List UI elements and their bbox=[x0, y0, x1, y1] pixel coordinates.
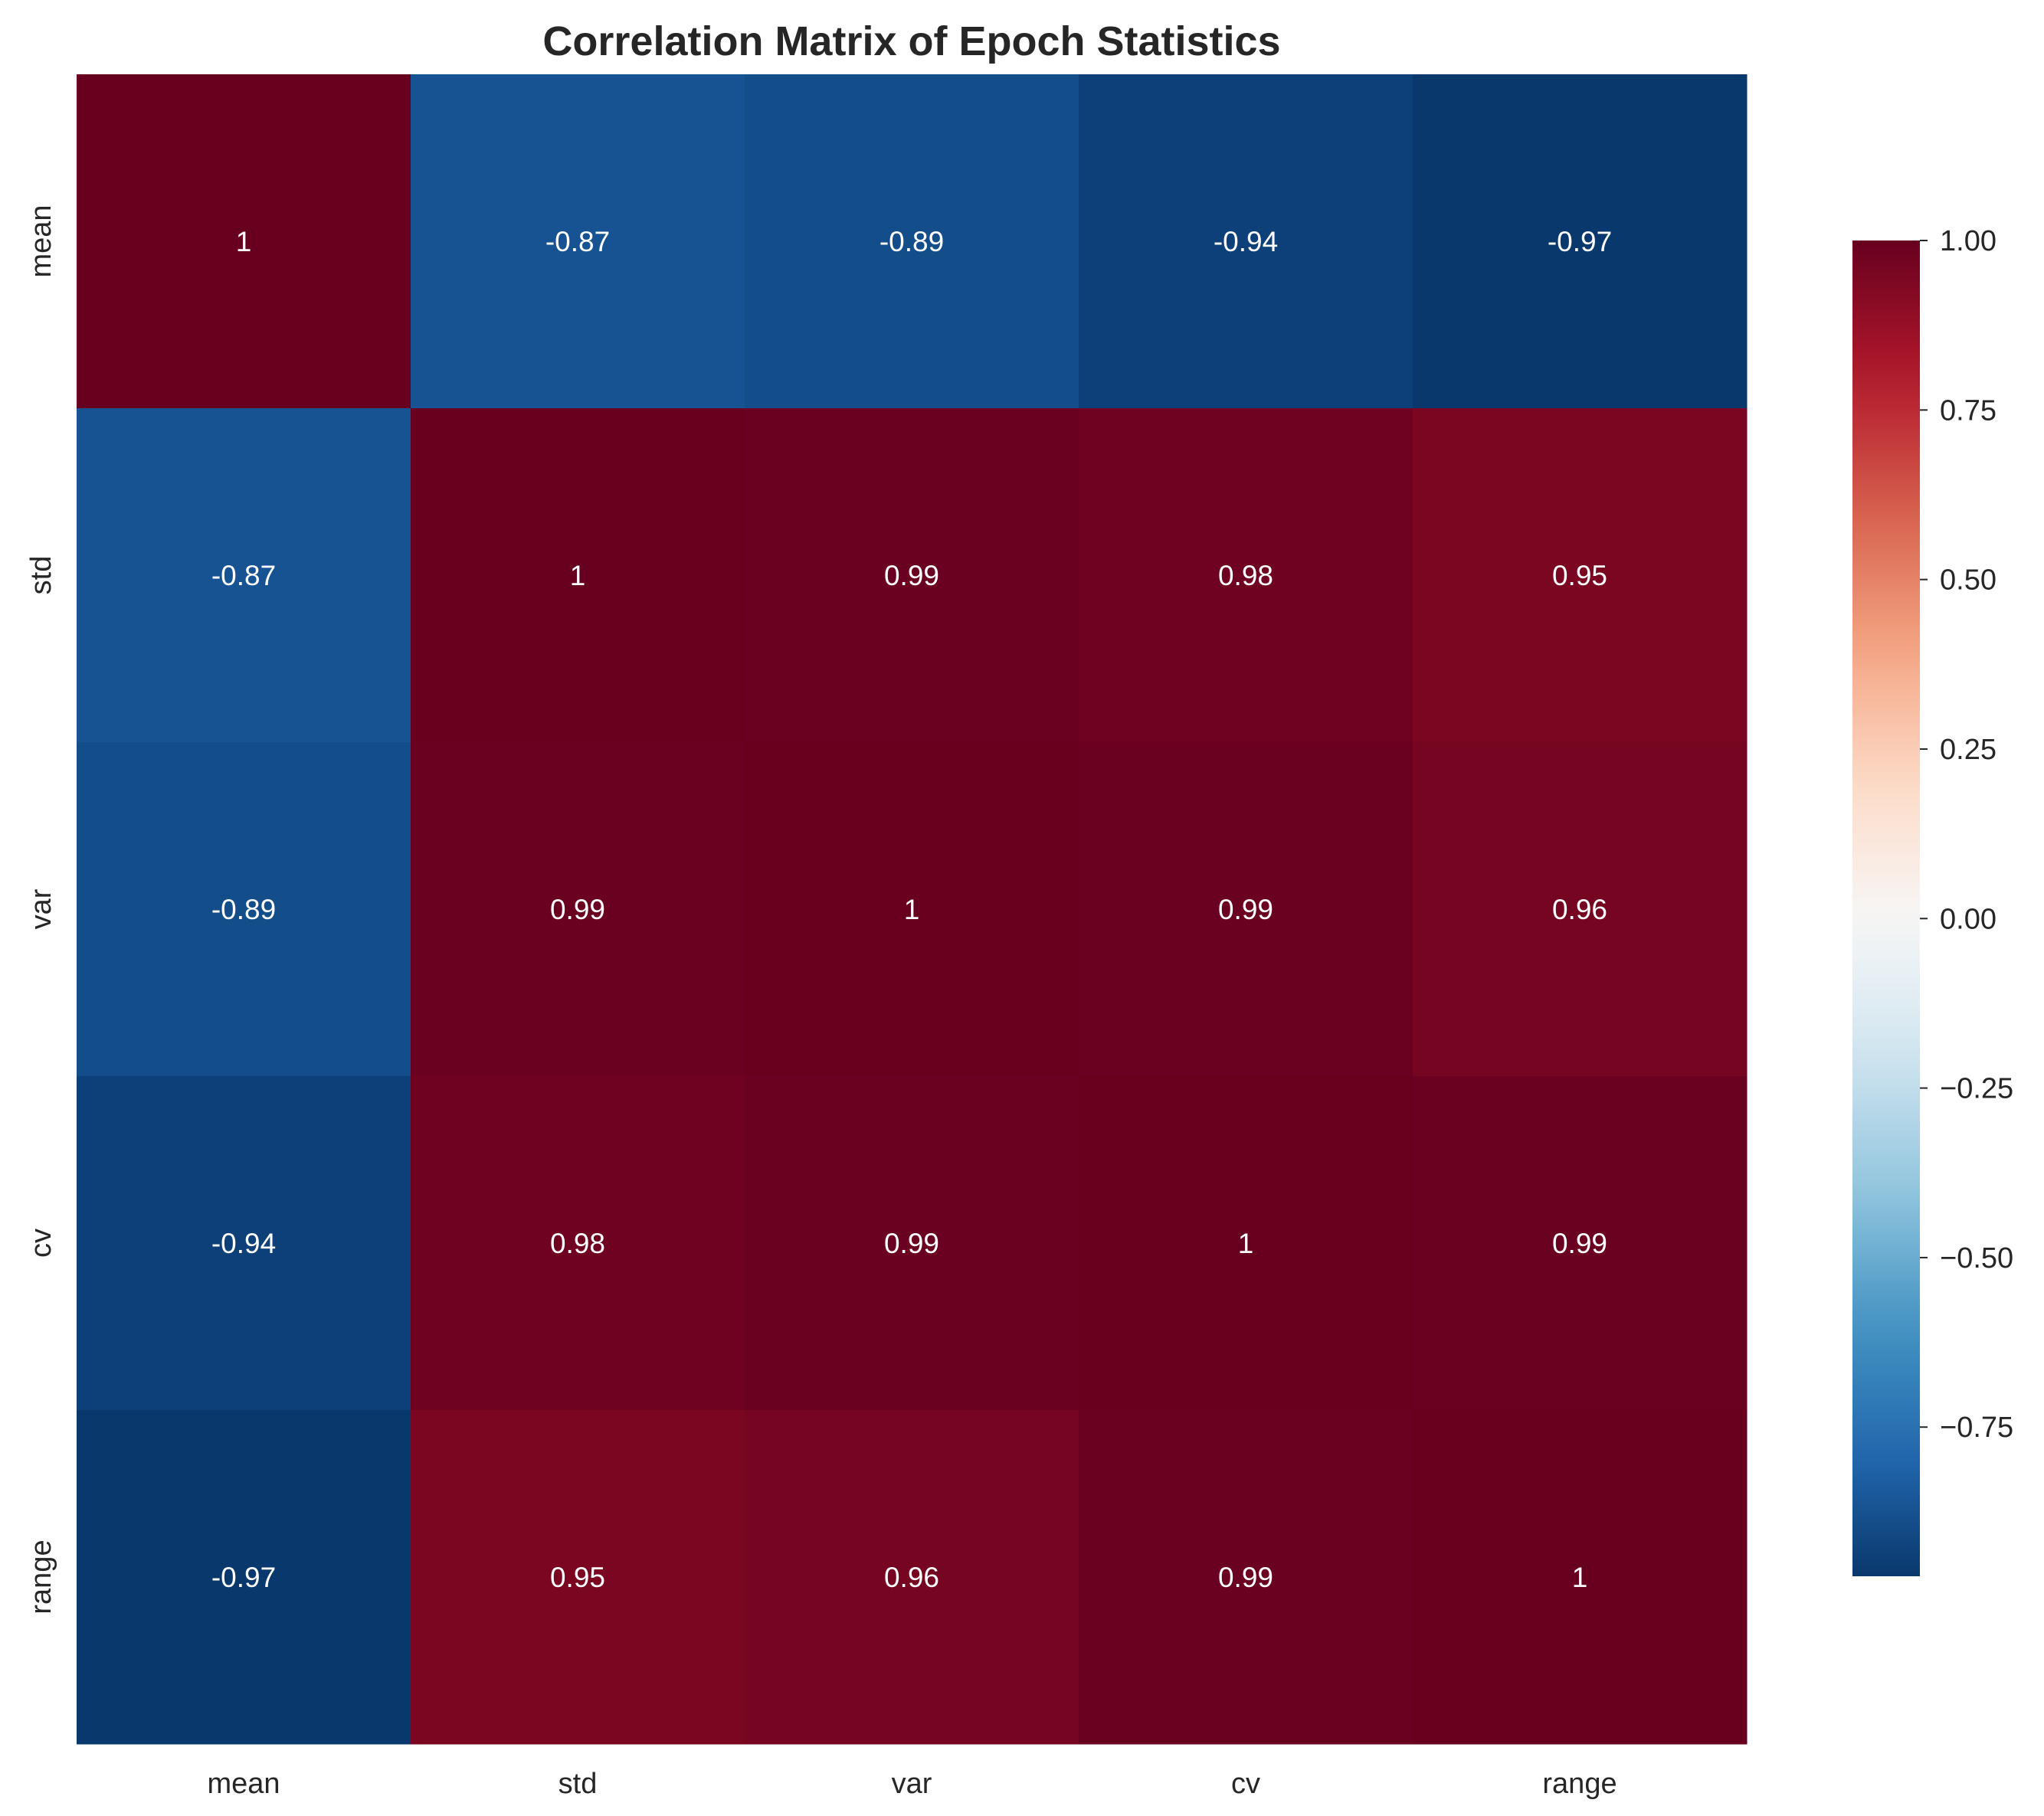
cell-annotation-std-var: 0.99 bbox=[884, 560, 939, 591]
colorbar: 1.00 0.75 0.50 0.25 0.00 −0.25 −0.50 −0.75 bbox=[1852, 225, 2013, 1576]
cell-annotation-range-mean: -0.97 bbox=[211, 1562, 276, 1593]
colorbar-tick-label: 0.75 bbox=[1940, 394, 1997, 427]
heatmap-cell-cv-range bbox=[1413, 1076, 1748, 1411]
heatmap-cell-var-mean bbox=[77, 742, 411, 1077]
colorbar-gradient bbox=[1852, 240, 1920, 1576]
heatmap-cell-mean-var bbox=[745, 74, 1079, 409]
cell-annotation-std-range: 0.95 bbox=[1552, 560, 1607, 591]
colorbar-tick-label: −0.50 bbox=[1940, 1242, 2013, 1274]
cell-annotation-var-cv: 0.99 bbox=[1218, 894, 1273, 925]
heatmap-cell-mean-std bbox=[411, 74, 745, 409]
cell-annotation-range-std: 0.95 bbox=[550, 1562, 605, 1593]
heatmap-cell-cv-cv bbox=[1079, 1076, 1413, 1411]
cell-annotation-range-var: 0.96 bbox=[884, 1562, 939, 1593]
y-tick-range: range bbox=[25, 1540, 57, 1614]
heatmap-cell-std-range bbox=[1413, 408, 1748, 743]
colorbar-tick-label: −0.25 bbox=[1940, 1073, 2013, 1105]
cell-annotation-var-std: 0.99 bbox=[550, 894, 605, 925]
cell-annotation-range-cv: 0.99 bbox=[1218, 1562, 1273, 1593]
cell-annotation-var-mean: -0.89 bbox=[211, 894, 276, 925]
cell-annotation-mean-std: -0.87 bbox=[545, 226, 610, 257]
heatmap-cell-var-var bbox=[745, 742, 1079, 1077]
cell-annotation-mean-mean: 1 bbox=[236, 226, 252, 257]
heatmap-cell-cv-mean bbox=[77, 1076, 411, 1411]
cell-annotation-std-std: 1 bbox=[570, 560, 586, 591]
cell-annotation-cv-std: 0.98 bbox=[550, 1228, 605, 1259]
y-tick-mean: mean bbox=[25, 205, 57, 277]
cell-annotation-std-mean: -0.87 bbox=[211, 560, 276, 591]
y-tick-cv: cv bbox=[25, 1229, 57, 1258]
cell-annotation-cv-range: 0.99 bbox=[1552, 1228, 1607, 1259]
heatmap-cell-range-cv bbox=[1079, 1410, 1413, 1745]
cell-annotation-mean-range: -0.97 bbox=[1548, 226, 1612, 257]
colorbar-tick-label: 1.00 bbox=[1940, 225, 1997, 257]
heatmap-cell-std-var bbox=[745, 408, 1079, 743]
colorbar-tick-label: 0.50 bbox=[1940, 564, 1997, 597]
x-tick-labels: mean std var cv range bbox=[207, 1768, 1617, 1800]
chart-title: Correlation Matrix of Epoch Statistics bbox=[542, 18, 1280, 64]
heatmap-cell-var-range bbox=[1413, 742, 1748, 1077]
heatmap-cells bbox=[77, 74, 1748, 1745]
x-tick-cv: cv bbox=[1231, 1768, 1260, 1800]
cell-annotation-cv-var: 0.99 bbox=[884, 1228, 939, 1259]
heatmap-cell-range-std bbox=[411, 1410, 745, 1745]
heatmap-cell-mean-cv bbox=[1079, 74, 1413, 409]
y-tick-std: std bbox=[25, 556, 57, 595]
x-tick-std: std bbox=[558, 1768, 598, 1800]
heatmap-cell-cv-var bbox=[745, 1076, 1079, 1411]
heatmap-cell-std-std bbox=[411, 408, 745, 743]
cell-annotation-var-range: 0.96 bbox=[1552, 894, 1607, 925]
heatmap-cell-mean-range bbox=[1413, 74, 1748, 409]
heatmap-cell-range-mean bbox=[77, 1410, 411, 1745]
heatmap-cell-std-cv bbox=[1079, 408, 1413, 743]
cell-annotation-range-range: 1 bbox=[1572, 1562, 1588, 1593]
cell-annotations: 1 -0.87 -0.89 -0.94 -0.97 -0.87 1 0.99 0.98 0.95 -… bbox=[211, 226, 1612, 1593]
colorbar-tick-label: 0.25 bbox=[1940, 734, 1997, 766]
colorbar-tick-label: −0.75 bbox=[1940, 1412, 2013, 1444]
cell-annotation-mean-var: -0.89 bbox=[880, 226, 944, 257]
heatmap-cell-mean-mean bbox=[77, 74, 411, 409]
heatmap-cell-cv-std bbox=[411, 1076, 745, 1411]
y-tick-labels: mean std var cv range bbox=[25, 205, 57, 1614]
cell-annotation-std-cv: 0.98 bbox=[1218, 560, 1273, 591]
cell-annotation-var-var: 1 bbox=[904, 894, 920, 925]
x-tick-range: range bbox=[1542, 1768, 1617, 1800]
x-tick-var: var bbox=[892, 1768, 932, 1800]
heatmap-cell-range-var bbox=[745, 1410, 1079, 1745]
heatmap-cell-var-cv bbox=[1079, 742, 1413, 1077]
heatmap-cell-range-range bbox=[1413, 1410, 1748, 1745]
colorbar-tick-label: 0.00 bbox=[1940, 903, 1997, 935]
x-tick-mean: mean bbox=[207, 1768, 280, 1800]
heatmap-cell-var-std bbox=[411, 742, 745, 1077]
heatmap-cell-std-mean bbox=[77, 408, 411, 743]
cell-annotation-cv-cv: 1 bbox=[1238, 1228, 1254, 1259]
y-tick-var: var bbox=[25, 888, 57, 929]
cell-annotation-cv-mean: -0.94 bbox=[211, 1228, 276, 1259]
cell-annotation-mean-cv: -0.94 bbox=[1214, 226, 1278, 257]
